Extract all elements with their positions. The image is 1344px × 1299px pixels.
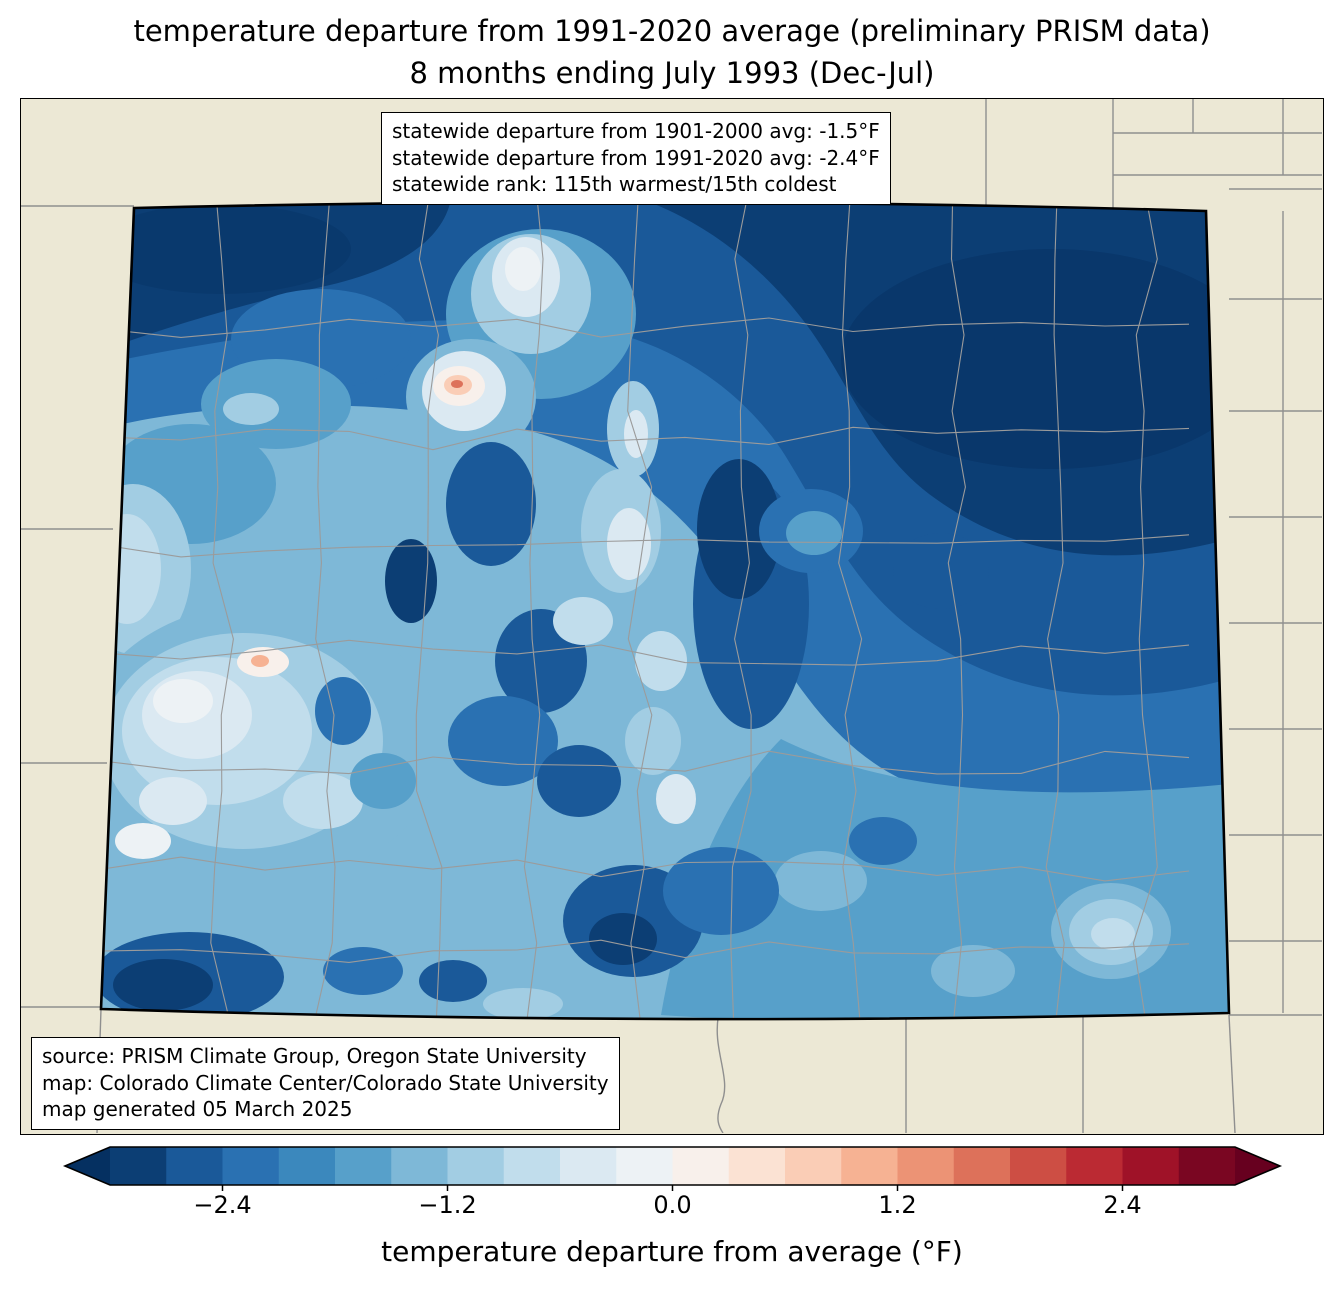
county-boundary-lines bbox=[102, 202, 1190, 1020]
stats-line-2: statewide departure from 1991-2020 avg: … bbox=[392, 145, 880, 170]
colorbar-tick-label: −2.4 bbox=[193, 1191, 252, 1219]
credits-line-3: map generated 05 March 2025 bbox=[42, 1097, 353, 1122]
statewide-stats-box: statewide departure from 1901-2000 avg: … bbox=[381, 112, 891, 205]
stats-line-1: statewide departure from 1901-2000 avg: … bbox=[392, 119, 880, 143]
colorbar-axis-label: temperature departure from average (°F) bbox=[381, 1235, 963, 1268]
colorbar-tick-labels: −2.4 −1.2 0.0 1.2 2.4 bbox=[20, 1191, 1324, 1221]
chart-title-line-2: 8 months ending July 1993 (Dec-Jul) bbox=[409, 56, 935, 90]
map-axes: statewide departure from 1901-2000 avg: … bbox=[20, 98, 1324, 1135]
colorbar-tick-label: 1.2 bbox=[878, 1191, 917, 1219]
colorbar-tick-label: −1.2 bbox=[418, 1191, 477, 1219]
stats-line-3: statewide rank: 115th warmest/15th colde… bbox=[392, 172, 837, 197]
colorbar-tick-label: 0.0 bbox=[653, 1191, 692, 1219]
credits-line-1: source: PRISM Climate Group, Oregon Stat… bbox=[42, 1044, 587, 1068]
chart-title-line-1: temperature departure from 1991-2020 ave… bbox=[133, 14, 1211, 48]
colorbar-tick-label: 2.4 bbox=[1103, 1191, 1142, 1219]
credits-line-2: map: Colorado Climate Center/Colorado St… bbox=[42, 1070, 609, 1095]
colorbar bbox=[62, 1146, 1283, 1191]
credits-box: source: PRISM Climate Group, Oregon Stat… bbox=[31, 1037, 620, 1130]
colorado-temperature-map bbox=[21, 99, 1322, 1133]
temperature-field bbox=[101, 202, 1229, 1020]
neighbor-state-lines bbox=[21, 99, 1322, 1133]
